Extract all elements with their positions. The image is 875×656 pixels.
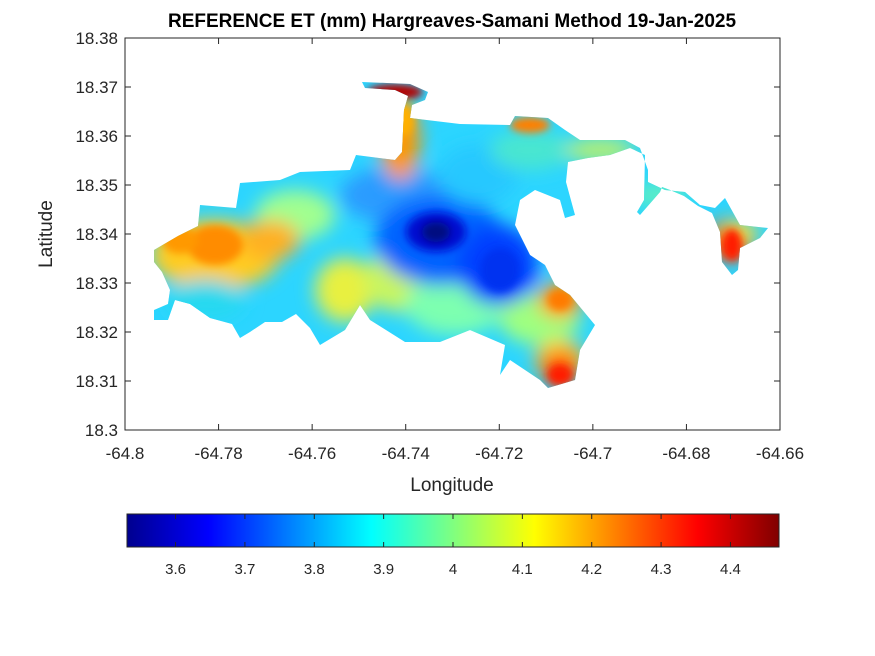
- y-tick-label: 18.31: [75, 372, 118, 391]
- x-tick-label: -64.68: [662, 444, 710, 463]
- y-tick-label: 18.32: [75, 323, 118, 342]
- y-tick-label: 18.36: [75, 127, 118, 146]
- x-tick-label: -64.74: [382, 444, 430, 463]
- colorbar: [126, 513, 780, 548]
- x-tick-label: -64.78: [194, 444, 242, 463]
- colorbar-ticks: 3.6 3.7 3.8 3.9 4 4.1 4.2 4.3 4.4: [165, 514, 741, 578]
- colorbar-tick-label: 4.4: [720, 561, 741, 578]
- x-axis-label: Longitude: [410, 475, 493, 496]
- y-tick-label: 18.37: [75, 78, 118, 97]
- y-tick-label: 18.3: [85, 421, 118, 440]
- x-tick-label: -64.66: [756, 444, 804, 463]
- colorbar-tick-label: 3.6: [165, 561, 186, 578]
- y-tick-label: 18.33: [75, 274, 118, 293]
- colorbar-tick-label: 4.1: [512, 561, 533, 578]
- colorbar-tick-label: 3.9: [373, 561, 394, 578]
- colorbar-tick-label: 4.3: [651, 561, 672, 578]
- chart-title: REFERENCE ET (mm) Hargreaves-Samani Meth…: [168, 11, 736, 32]
- colorbar-tick-label: 3.7: [234, 561, 255, 578]
- y-tick-label: 18.35: [75, 176, 118, 195]
- colorbar-tick-label: 4: [449, 561, 457, 578]
- x-tick-label: -64.7: [573, 444, 612, 463]
- y-axis-ticks: 18.3 18.31 18.32 18.33 18.34 18.35 18.36 18.37 1…: [75, 29, 780, 440]
- x-tick-label: -64.72: [475, 444, 523, 463]
- colorbar-tick-label: 4.2: [581, 561, 602, 578]
- x-tick-label: -64.76: [288, 444, 336, 463]
- y-tick-label: 18.34: [75, 225, 118, 244]
- y-tick-label: 18.38: [75, 29, 118, 48]
- x-axis-ticks: -64.8 -64.78 -64.76 -64.74 -64.72 -64.7 -64.68…: [106, 38, 804, 463]
- colorbar-tick-label: 3.8: [304, 561, 325, 578]
- x-tick-label: -64.8: [106, 444, 145, 463]
- y-axis-label: Latitude: [36, 200, 57, 268]
